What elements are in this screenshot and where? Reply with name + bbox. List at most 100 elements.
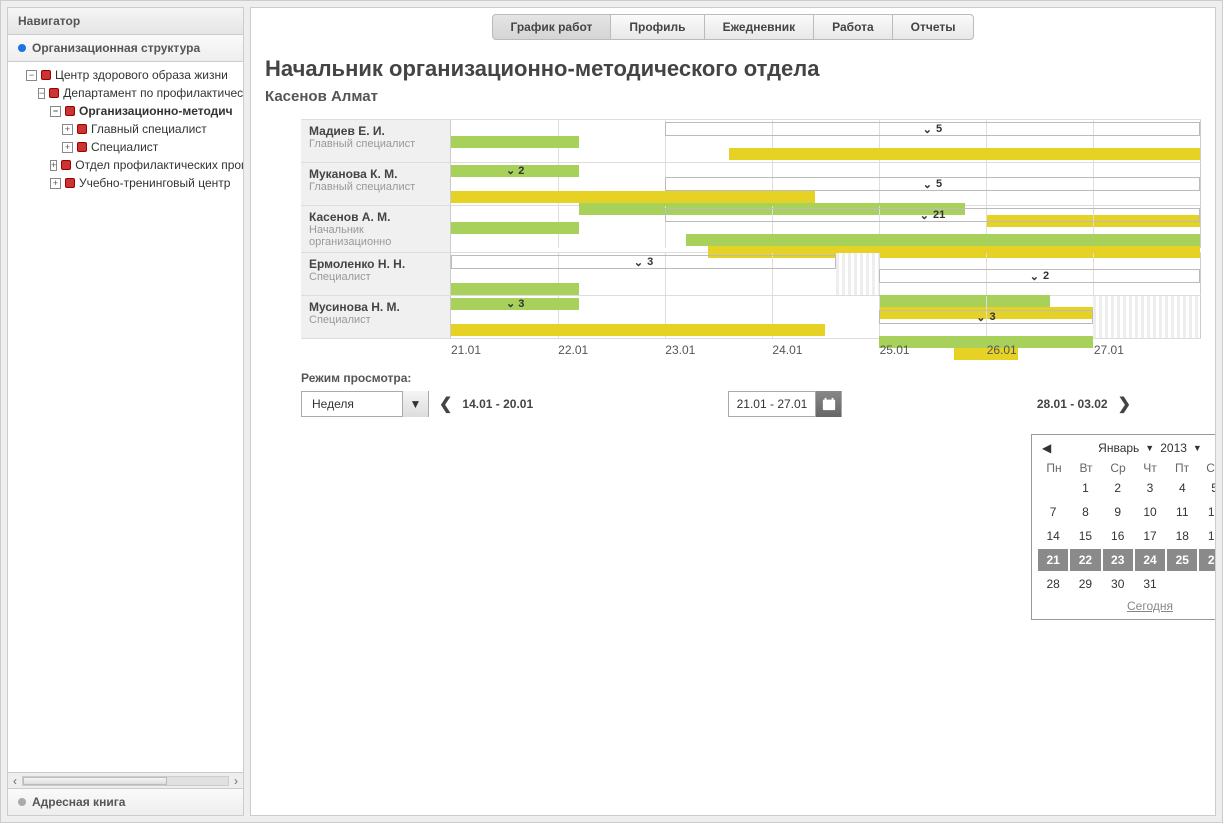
dropdown-icon[interactable]: ▼	[1145, 443, 1154, 453]
cal-prev-button[interactable]: ◀	[1038, 441, 1055, 455]
tree-toggle-icon[interactable]: +	[50, 178, 61, 189]
tab-Работа[interactable]: Работа	[813, 14, 893, 40]
calendar-day[interactable]: 30	[1103, 573, 1133, 595]
tree-toggle-icon[interactable]: +	[62, 124, 73, 135]
tree-node[interactable]: +Специалист	[8, 138, 243, 156]
tree-toggle-icon[interactable]: +	[50, 160, 57, 171]
calendar-day[interactable]: 19	[1199, 525, 1216, 547]
calendar-day[interactable]: 24	[1135, 549, 1165, 571]
gantt-group-bar[interactable]: ⌄3	[451, 255, 836, 269]
dropdown-icon[interactable]: ▼	[402, 391, 428, 417]
nav-section-org[interactable]: Организационная структура	[8, 35, 243, 62]
gantt-bar-area: ⌄ 3 ⌄3	[451, 296, 1201, 338]
gantt-task-bar[interactable]: ⌄ 3	[451, 298, 579, 310]
gantt-group-bar[interactable]: ⌄2	[879, 269, 1200, 283]
calendar-day[interactable]: 25	[1167, 549, 1197, 571]
tree-node[interactable]: +Отдел профилактических програм	[8, 156, 243, 174]
next-range-button[interactable]: ❯	[1116, 394, 1133, 414]
calendar-day[interactable]: 11	[1167, 501, 1197, 523]
calendar-day[interactable]: 4	[1167, 477, 1197, 499]
calendar-day[interactable]: 23	[1103, 549, 1133, 571]
calendar-day[interactable]: 31	[1135, 573, 1165, 595]
calendar-day[interactable]: 26	[1199, 549, 1216, 571]
gantt-task-bar[interactable]	[451, 191, 815, 203]
gantt-group-bar[interactable]: ⌄3	[879, 310, 1093, 324]
date-input[interactable]: 21.01 - 27.01	[728, 391, 843, 417]
tree-node[interactable]: −Организационно-методич	[8, 102, 243, 120]
gantt-task-bar[interactable]	[686, 234, 1200, 246]
calendar-year[interactable]: 2013	[1160, 441, 1187, 455]
calendar-day[interactable]: 18	[1167, 525, 1197, 547]
calendar-month[interactable]: Январь	[1098, 441, 1139, 455]
dropdown-icon[interactable]: ▼	[1193, 443, 1202, 453]
tree-toggle-icon[interactable]: −	[50, 106, 61, 117]
nav-tree: −Центр здорового образа жизни−Департамен…	[8, 62, 243, 772]
calendar-day[interactable]: 28	[1038, 573, 1068, 595]
folder-icon	[49, 88, 59, 98]
gantt-person-cell[interactable]: Мусинова Н. М.Специалист	[301, 296, 451, 338]
tree-node[interactable]: −Департамент по профилактическим п	[8, 84, 243, 102]
tab-Профиль[interactable]: Профиль	[610, 14, 704, 40]
gantt-group-bar[interactable]: ⌄21	[665, 208, 1200, 222]
calendar-day[interactable]: 29	[1070, 573, 1100, 595]
gantt-person-cell[interactable]: Ермоленко Н. Н.Специалист	[301, 253, 451, 295]
calendar-day[interactable]: 12	[1199, 501, 1216, 523]
group-count: 5	[936, 178, 942, 190]
gantt-group-bar[interactable]: ⌄5	[665, 177, 1200, 191]
gantt-task-bar[interactable]	[729, 148, 1200, 160]
scroll-right-icon[interactable]: ›	[229, 774, 243, 788]
calendar-day[interactable]: 21	[1038, 549, 1068, 571]
view-mode-select[interactable]: Неделя ▼	[301, 391, 429, 417]
tree-node[interactable]: +Учебно-тренинговый центр	[8, 174, 243, 192]
tree-toggle-icon[interactable]: −	[26, 70, 37, 81]
calendar-button[interactable]	[815, 391, 841, 417]
tree-node[interactable]: +Главный специалист	[8, 120, 243, 138]
nav-section-addr[interactable]: Адресная книга	[8, 788, 243, 815]
gantt-person-cell[interactable]: Мадиев Е. И.Главный специалист	[301, 120, 451, 162]
calendar-day[interactable]: 2	[1103, 477, 1133, 499]
dow-label: Пт	[1166, 461, 1198, 475]
calendar-popup: ◀ Январь ▼ 2013 ▼ ▶ ПнВтСрЧтПтСбВс 12345…	[1031, 434, 1216, 620]
person-name: Ермоленко Н. Н.	[309, 257, 442, 271]
gantt-task-bar[interactable]	[451, 222, 579, 234]
prev-range-button[interactable]: ❮	[437, 394, 454, 414]
scrollbar-thumb[interactable]	[23, 777, 167, 785]
calendar-day[interactable]: 8	[1070, 501, 1100, 523]
gantt-person-cell[interactable]: Касенов А. М.Начальник организационно	[301, 206, 451, 252]
calendar-day[interactable]: 5	[1199, 477, 1216, 499]
scrollbar-track[interactable]	[22, 776, 229, 786]
tree-node[interactable]: −Центр здорового образа жизни	[8, 66, 243, 84]
person-role: Специалист	[309, 314, 442, 326]
gantt-task-bar[interactable]	[451, 136, 579, 148]
gantt-task-bar[interactable]	[451, 324, 825, 336]
gantt-person-cell[interactable]: Муканова К. М.Главный специалист	[301, 163, 451, 205]
gantt-group-bar[interactable]: ⌄5	[665, 122, 1200, 136]
calendar-day[interactable]: 1	[1070, 477, 1100, 499]
calendar-day[interactable]: 22	[1070, 549, 1100, 571]
axis-label: 25.01	[880, 339, 987, 361]
calendar-day[interactable]: 17	[1135, 525, 1165, 547]
tab-График работ[interactable]: График работ	[492, 14, 612, 40]
scroll-left-icon[interactable]: ‹	[8, 774, 22, 788]
tab-Ежедневник[interactable]: Ежедневник	[704, 14, 815, 40]
calendar-dow-row: ПнВтСрЧтПтСбВс	[1032, 459, 1216, 477]
calendar-today-link[interactable]: Сегодня	[1032, 595, 1216, 613]
folder-icon	[65, 106, 75, 116]
calendar-day[interactable]: 16	[1103, 525, 1133, 547]
person-role: Начальник организационно	[309, 224, 442, 248]
axis-label: 27.01	[1094, 339, 1201, 361]
calendar-day[interactable]: 14	[1038, 525, 1068, 547]
calendar-day[interactable]: 9	[1103, 501, 1133, 523]
calendar-day[interactable]: 7	[1038, 501, 1068, 523]
calendar-day[interactable]: 3	[1135, 477, 1165, 499]
horizontal-scrollbar[interactable]: ‹ ›	[8, 772, 243, 788]
tree-toggle-icon[interactable]: −	[38, 88, 45, 99]
gantt-task-bar[interactable]	[451, 283, 579, 295]
gantt-bar-area: ⌄3 ⌄2	[451, 253, 1201, 295]
main-panel: График работПрофильЕжедневникРаботаОтчет…	[250, 7, 1216, 816]
tree-toggle-icon[interactable]: +	[62, 142, 73, 153]
calendar-day[interactable]: 15	[1070, 525, 1100, 547]
gantt-task-bar[interactable]: ⌄ 2	[451, 165, 579, 177]
calendar-day[interactable]: 10	[1135, 501, 1165, 523]
tab-Отчеты[interactable]: Отчеты	[892, 14, 975, 40]
